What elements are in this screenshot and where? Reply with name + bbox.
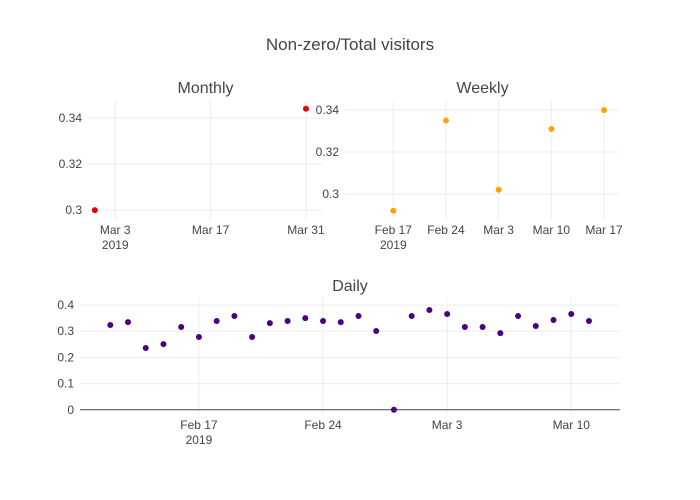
data-point (585, 318, 592, 325)
data-point (550, 316, 557, 323)
x-tick-label: Feb 17 2019 (180, 418, 218, 447)
y-tick-label: 0.34 (59, 111, 83, 125)
y-tick-label: 0.32 (59, 157, 83, 171)
data-point (442, 117, 449, 124)
data-point (249, 334, 256, 340)
data-point (160, 341, 167, 348)
x-tick-label: Feb 24 (427, 223, 465, 237)
x-tick-label: Mar 3 (483, 223, 514, 237)
data-point (107, 321, 114, 328)
data-point (195, 334, 202, 340)
subplot-title: Monthly (177, 80, 233, 97)
subplot-title: Weekly (456, 80, 508, 97)
data-point (479, 324, 486, 331)
y-tick-label: 0.32 (316, 145, 340, 159)
x-tick-label: Mar 17 (192, 223, 230, 237)
y-tick-label: 0.1 (57, 377, 74, 391)
data-point (320, 318, 327, 325)
data-point (125, 319, 132, 326)
data-point (426, 307, 433, 314)
x-tick-label: Feb 24 (304, 418, 342, 432)
x-tick-label: Mar 10 (553, 418, 591, 432)
data-point (284, 318, 291, 325)
data-point (390, 207, 397, 214)
data-point (568, 310, 575, 317)
y-tick-label: 0.4 (57, 298, 74, 312)
data-point (231, 313, 238, 320)
data-point (178, 324, 185, 331)
data-point (213, 318, 220, 325)
y-tick-label: 0 (67, 403, 74, 417)
data-point (355, 313, 362, 320)
data-point (601, 107, 608, 114)
x-tick-label: Mar 3 2019 (100, 223, 131, 252)
data-point (515, 313, 522, 320)
x-tick-label: Feb 17 2019 (375, 223, 413, 252)
y-tick-label: 0.34 (316, 103, 340, 117)
data-point (532, 323, 539, 330)
subplot-title: Daily (332, 278, 368, 295)
x-tick-label: Mar 10 (533, 223, 571, 237)
data-point (302, 315, 309, 322)
y-tick-label: 0.3 (57, 324, 74, 338)
data-point (91, 207, 98, 214)
y-tick-label: 0.3 (322, 187, 339, 201)
data-point (302, 105, 309, 112)
data-point (337, 319, 344, 326)
data-point (408, 313, 415, 320)
data-point (495, 186, 502, 193)
y-tick-label: 0.2 (57, 350, 74, 364)
x-tick-label: Mar 31 (287, 223, 325, 237)
data-point (142, 344, 149, 351)
y-tick-label: 0.3 (65, 203, 82, 217)
data-point (373, 327, 380, 334)
x-tick-label: Mar 3 (432, 418, 463, 432)
data-point (548, 125, 555, 132)
x-tick-label: Mar 17 (585, 223, 623, 237)
data-point (461, 324, 468, 331)
data-point (266, 320, 273, 327)
data-point (497, 330, 504, 337)
data-point (444, 310, 451, 317)
data-point (390, 406, 397, 413)
chart-title: Non-zero/Total visitors (266, 35, 434, 54)
